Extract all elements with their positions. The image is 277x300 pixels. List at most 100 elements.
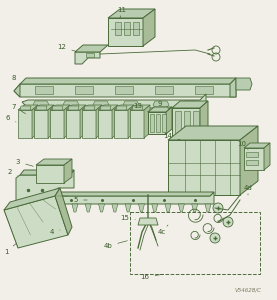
Polygon shape	[143, 9, 155, 46]
Polygon shape	[34, 110, 48, 138]
Polygon shape	[20, 170, 74, 175]
Polygon shape	[132, 106, 143, 110]
Polygon shape	[244, 148, 264, 170]
Polygon shape	[244, 143, 270, 148]
Polygon shape	[36, 165, 64, 183]
Text: 16: 16	[140, 274, 162, 280]
Text: V54628/C: V54628/C	[235, 288, 262, 293]
Polygon shape	[24, 192, 214, 204]
Polygon shape	[172, 101, 208, 108]
Polygon shape	[63, 101, 79, 107]
Polygon shape	[175, 111, 181, 133]
Polygon shape	[172, 108, 200, 136]
Polygon shape	[123, 101, 139, 107]
Polygon shape	[108, 18, 143, 46]
Polygon shape	[82, 110, 96, 138]
Text: 6: 6	[6, 115, 16, 122]
Polygon shape	[86, 53, 94, 57]
Polygon shape	[148, 112, 166, 134]
Polygon shape	[75, 52, 100, 64]
Polygon shape	[68, 106, 79, 110]
Polygon shape	[178, 204, 184, 212]
Polygon shape	[148, 107, 172, 112]
Polygon shape	[168, 140, 240, 195]
Polygon shape	[230, 78, 236, 97]
Polygon shape	[4, 196, 68, 248]
Polygon shape	[96, 105, 102, 138]
Polygon shape	[114, 105, 134, 110]
Text: 9: 9	[158, 101, 170, 109]
Polygon shape	[64, 159, 72, 183]
Polygon shape	[84, 106, 95, 110]
Polygon shape	[115, 22, 121, 35]
Polygon shape	[36, 106, 47, 110]
Polygon shape	[75, 86, 93, 94]
Polygon shape	[138, 218, 158, 225]
Polygon shape	[32, 105, 38, 138]
Text: 12: 12	[58, 44, 75, 51]
Polygon shape	[115, 86, 133, 94]
Polygon shape	[153, 101, 169, 107]
Polygon shape	[66, 110, 80, 138]
Polygon shape	[168, 126, 258, 140]
Polygon shape	[59, 204, 65, 212]
Polygon shape	[100, 106, 111, 110]
Polygon shape	[18, 110, 32, 138]
Polygon shape	[193, 111, 199, 133]
Polygon shape	[184, 111, 190, 133]
Polygon shape	[99, 204, 104, 212]
Polygon shape	[85, 204, 91, 212]
Polygon shape	[192, 204, 198, 212]
Polygon shape	[166, 107, 172, 134]
Text: 13: 13	[134, 103, 148, 112]
Text: 8: 8	[12, 75, 20, 86]
Polygon shape	[165, 204, 171, 212]
Circle shape	[210, 233, 220, 243]
Polygon shape	[116, 106, 127, 110]
Polygon shape	[133, 22, 139, 35]
Polygon shape	[14, 84, 20, 97]
Polygon shape	[22, 94, 206, 108]
Polygon shape	[98, 105, 118, 110]
Polygon shape	[66, 105, 86, 110]
Polygon shape	[152, 204, 158, 212]
Polygon shape	[240, 126, 258, 195]
Polygon shape	[138, 204, 145, 212]
Polygon shape	[144, 105, 150, 138]
Polygon shape	[45, 204, 51, 212]
Polygon shape	[150, 114, 154, 132]
Text: 4: 4	[50, 229, 60, 235]
Polygon shape	[236, 78, 252, 90]
Polygon shape	[205, 204, 211, 212]
Text: 4d: 4d	[244, 185, 252, 195]
Polygon shape	[246, 152, 258, 157]
Polygon shape	[130, 110, 144, 138]
Text: 2: 2	[8, 169, 17, 176]
Polygon shape	[72, 204, 78, 212]
Polygon shape	[33, 101, 49, 107]
Polygon shape	[156, 114, 160, 132]
Text: 5: 5	[74, 197, 87, 203]
Polygon shape	[82, 105, 102, 110]
Polygon shape	[50, 105, 70, 110]
Polygon shape	[16, 170, 74, 206]
Polygon shape	[48, 105, 54, 138]
Polygon shape	[130, 105, 150, 110]
Text: 10: 10	[237, 141, 248, 150]
Polygon shape	[28, 192, 214, 196]
Polygon shape	[162, 114, 166, 132]
Polygon shape	[112, 105, 118, 138]
Polygon shape	[80, 105, 86, 138]
Polygon shape	[18, 105, 38, 110]
Polygon shape	[155, 86, 173, 94]
Polygon shape	[20, 78, 236, 84]
Text: 14: 14	[163, 133, 180, 140]
Polygon shape	[125, 204, 131, 212]
Polygon shape	[32, 204, 38, 212]
Polygon shape	[93, 101, 109, 107]
Polygon shape	[108, 9, 155, 18]
Polygon shape	[112, 204, 118, 212]
Polygon shape	[75, 45, 108, 52]
Polygon shape	[4, 188, 60, 210]
Polygon shape	[183, 101, 199, 107]
